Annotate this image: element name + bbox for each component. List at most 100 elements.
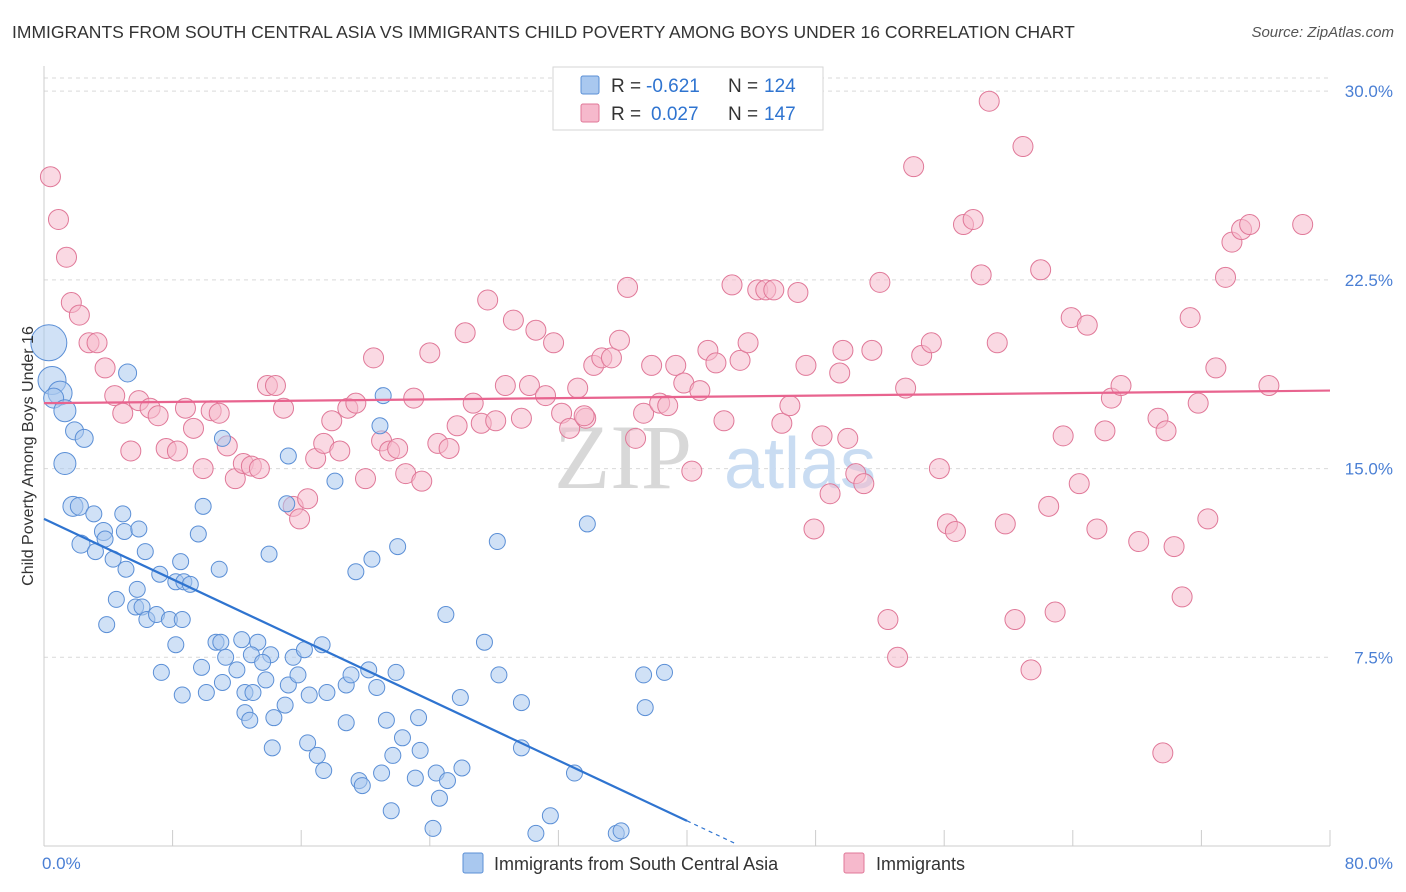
data-point-blue xyxy=(228,661,246,679)
legend-n-value: 124 xyxy=(764,76,796,97)
data-point-blue xyxy=(347,563,365,581)
data-point-pink xyxy=(345,392,367,414)
data-point-pink xyxy=(248,458,270,480)
data-point-pink xyxy=(837,427,859,449)
x-tick-label: 0.0% xyxy=(42,854,81,873)
data-point-pink xyxy=(297,488,319,510)
data-point-blue xyxy=(299,734,317,752)
data-point-pink xyxy=(962,208,984,230)
data-point-blue xyxy=(254,653,272,671)
data-point-pink xyxy=(1052,425,1074,447)
data-point-blue xyxy=(437,606,455,624)
data-point-pink xyxy=(803,518,825,540)
data-point-pink xyxy=(510,407,532,429)
data-point-blue xyxy=(107,590,125,608)
trend-lines xyxy=(43,389,1331,845)
legend-swatch-pink xyxy=(580,103,600,123)
data-point-blue xyxy=(451,689,469,707)
data-point-blue xyxy=(244,684,262,702)
y-tick-label: 30.0% xyxy=(1345,82,1393,101)
trend-line-blue-extension xyxy=(686,820,736,845)
data-point-blue xyxy=(406,769,424,787)
data-point-pink xyxy=(869,271,891,293)
data-point-pink xyxy=(1020,659,1042,681)
data-point-pink xyxy=(543,332,565,354)
data-point-pink xyxy=(438,437,460,459)
data-point-blue xyxy=(217,648,235,666)
data-point-blue xyxy=(193,658,211,676)
source-note: Source: ZipAtlas.com xyxy=(1251,24,1394,41)
data-point-blue xyxy=(197,684,215,702)
data-point-pink xyxy=(39,166,61,188)
data-point-blue xyxy=(475,633,493,651)
data-point-pink xyxy=(1110,375,1132,397)
data-point-pink xyxy=(120,440,142,462)
data-point-blue xyxy=(384,746,402,764)
data-point-pink xyxy=(795,354,817,376)
data-point-pink xyxy=(737,332,759,354)
data-point-pink xyxy=(944,520,966,542)
data-point-pink xyxy=(617,276,639,298)
data-point-pink xyxy=(289,508,311,530)
data-point-pink xyxy=(994,513,1016,535)
data-point-blue xyxy=(578,515,596,533)
data-point-blue xyxy=(172,553,190,571)
data-point-blue xyxy=(371,417,389,435)
data-point-blue xyxy=(53,452,77,476)
data-point-pink xyxy=(86,332,108,354)
y-tick-label: 22.5% xyxy=(1345,271,1393,290)
data-point-pink xyxy=(1086,518,1108,540)
data-point-pink xyxy=(1128,531,1150,553)
data-point-pink xyxy=(713,410,735,432)
data-point-pink xyxy=(1012,136,1034,158)
data-point-blue xyxy=(85,505,103,523)
data-point-blue xyxy=(260,545,278,563)
data-point-blue xyxy=(424,819,442,837)
data-point-pink xyxy=(1215,266,1237,288)
data-point-blue xyxy=(173,611,191,629)
data-point-blue xyxy=(368,678,386,696)
data-point-pink xyxy=(819,483,841,505)
data-point-blue xyxy=(326,472,344,490)
data-point-pink xyxy=(681,460,703,482)
data-point-blue xyxy=(279,447,297,465)
data-point-blue xyxy=(276,696,294,714)
data-point-blue xyxy=(363,550,381,568)
data-point-pink xyxy=(1094,420,1116,442)
data-point-blue xyxy=(118,363,138,383)
data-point-pink xyxy=(986,332,1008,354)
data-point-pink xyxy=(633,402,655,424)
data-point-pink xyxy=(1205,357,1227,379)
data-point-pink xyxy=(771,412,793,434)
data-point-pink xyxy=(853,473,875,495)
data-point-pink xyxy=(665,354,687,376)
x-tick-label: 80.0% xyxy=(1345,854,1393,873)
data-point-blue xyxy=(318,684,336,702)
y-axis-label: Child Poverty Among Boys Under 16 xyxy=(20,326,37,586)
data-point-blue xyxy=(389,538,407,556)
data-point-blue xyxy=(114,505,132,523)
data-point-blue xyxy=(74,428,94,448)
data-point-pink xyxy=(403,387,425,409)
data-point-pink xyxy=(1044,601,1066,623)
data-point-pink xyxy=(387,437,409,459)
data-point-blue xyxy=(210,560,228,578)
data-point-blue xyxy=(117,560,135,578)
bottom-legend-label-blue: Immigrants from South Central Asia xyxy=(494,854,779,874)
data-point-pink xyxy=(829,362,851,384)
data-point-pink xyxy=(454,322,476,344)
data-point-pink xyxy=(411,470,433,492)
data-point-pink xyxy=(895,377,917,399)
data-point-pink xyxy=(1155,420,1177,442)
data-point-pink xyxy=(94,357,116,379)
data-point-pink xyxy=(182,417,204,439)
legend-r-label: R = xyxy=(611,76,641,97)
data-point-pink xyxy=(264,375,286,397)
data-point-blue xyxy=(213,673,231,691)
data-point-pink xyxy=(166,440,188,462)
data-point-pink xyxy=(1068,473,1090,495)
data-point-pink xyxy=(763,279,785,301)
data-point-blue xyxy=(541,807,559,825)
data-point-blue xyxy=(53,399,77,423)
data-point-pink xyxy=(518,375,540,397)
